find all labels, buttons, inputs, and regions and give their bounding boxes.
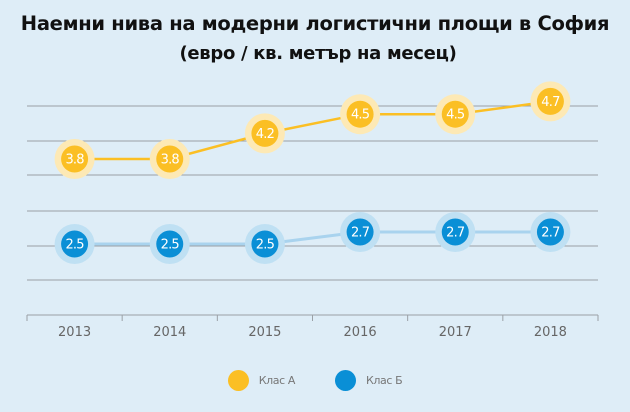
legend-item-class-b[interactable]: Клас Б [334,370,403,391]
legend-item-class-a[interactable]: Клас А [227,370,296,391]
data-point-marker [61,145,89,173]
data-point-marker [346,218,374,246]
data-point-marker [251,230,279,258]
series-line-class-b [74,230,551,246]
legend-label: Клас Б [365,374,403,387]
data-label: 2.5 [65,238,84,253]
data-point[interactable]: 3.8 [54,139,95,179]
data-point-marker [441,100,469,128]
x-tick-label: 2016 [344,325,377,340]
data-label: 4.2 [256,127,274,142]
data-point-marker [536,87,564,115]
data-label: 3.8 [65,153,84,168]
data-point[interactable]: 4.5 [340,94,381,135]
data-point-marker [61,230,89,258]
data-point-marker [156,145,184,173]
x-tick-label: 2013 [58,325,91,340]
series-line-class-a [74,100,551,161]
data-point[interactable]: 2.5 [54,224,95,264]
data-point-marker [156,230,184,258]
data-label: 4.5 [351,108,370,123]
data-point-marker [346,100,374,128]
x-tick-label: 2014 [153,325,186,340]
x-tick-label: 2015 [248,325,281,340]
data-label: 2.5 [256,238,275,253]
x-tick-label: 2017 [439,325,472,340]
chart-subtitle: (евро / кв. метър на месец) [179,43,457,64]
legend-label: Клас А [258,374,296,387]
data-point[interactable]: 4.2 [244,113,285,154]
data-point[interactable]: 2.7 [340,212,381,252]
data-label: 2.5 [161,238,180,253]
data-label: 4.5 [446,108,465,123]
data-label: 2.7 [351,226,370,241]
data-point[interactable]: 3.8 [149,139,190,179]
data-point-marker [441,218,469,246]
data-label: 2.7 [446,226,465,241]
data-point[interactable]: 2.7 [435,212,476,252]
data-label: 4.7 [541,95,560,110]
chart-title: Наемни нива на модерни логистични площи … [20,12,610,35]
data-point[interactable]: 2.5 [244,224,285,264]
data-point[interactable]: 2.7 [530,212,571,252]
data-point-marker [536,218,564,246]
data-point-marker [251,119,279,147]
legend-swatch-class-a [227,370,249,391]
data-point[interactable]: 2.5 [149,224,190,264]
data-point[interactable]: 4.7 [530,81,571,122]
x-tick-label: 2018 [534,325,567,340]
data-label: 2.7 [541,226,560,241]
legend-swatch-class-b [334,370,356,391]
data-point[interactable]: 4.5 [435,94,476,135]
legend: Клас А Клас Б [0,370,630,391]
data-label: 3.8 [161,153,180,168]
